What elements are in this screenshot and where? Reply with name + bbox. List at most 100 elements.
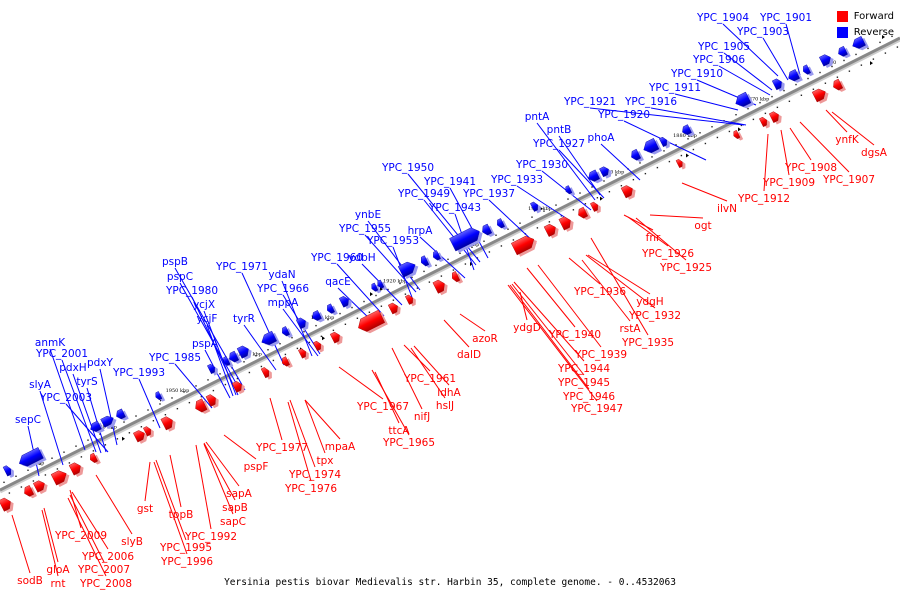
gene-label[interactable]: YPC_1945 (557, 377, 610, 389)
forward-gene[interactable] (355, 309, 388, 337)
gene-label[interactable]: YPC_1960 (310, 252, 363, 264)
forward-gene[interactable] (620, 183, 638, 201)
gene-label[interactable]: sapC (220, 516, 246, 528)
gene-label[interactable]: dalD (457, 349, 481, 361)
gene-label[interactable]: YPC_1935 (621, 337, 674, 349)
gene-label[interactable]: YPC_1937 (462, 188, 515, 200)
reverse-gene[interactable] (207, 362, 220, 376)
reverse-gene[interactable] (2, 464, 16, 479)
reverse-gene[interactable] (680, 124, 695, 139)
reverse-gene[interactable] (370, 282, 382, 295)
gene-label[interactable]: tppB (169, 509, 194, 521)
gene-label[interactable]: YPC_2006 (81, 551, 134, 563)
gene-label[interactable]: tyrR (233, 313, 255, 325)
gene-label[interactable]: YPC_1927 (532, 138, 585, 150)
gene-label[interactable]: YPC_2003 (39, 392, 92, 404)
gene-label[interactable]: YPC_1912 (737, 193, 790, 205)
reverse-gene[interactable] (819, 52, 836, 69)
gene-label[interactable]: nifJ (414, 411, 430, 423)
reverse-gene[interactable] (480, 223, 495, 239)
gene-label[interactable]: YPC_1941 (423, 176, 476, 188)
reverse-gene[interactable] (786, 68, 803, 85)
gene-label[interactable]: YPC_1905 (697, 41, 750, 53)
gene-label[interactable]: qacE (325, 276, 351, 288)
gene-label[interactable]: YPC_1908 (784, 162, 837, 174)
gene-label[interactable]: YPC_1976 (284, 483, 337, 495)
gene-label[interactable]: YPC_1947 (570, 403, 623, 415)
reverse-gene[interactable] (154, 391, 166, 404)
reverse-gene[interactable] (431, 250, 444, 264)
forward-gene[interactable] (432, 277, 450, 296)
gene-label[interactable]: YPC_2007 (77, 564, 130, 576)
gene-label[interactable]: sodB (17, 575, 43, 587)
gene-label[interactable]: pspC (167, 271, 193, 283)
gene-label[interactable]: pdxY (87, 357, 114, 369)
gene-label[interactable]: YPC_1932 (628, 310, 681, 322)
reverse-gene[interactable] (89, 420, 105, 436)
gene-label[interactable]: pntA (525, 111, 550, 123)
gene-label[interactable]: hrpA (408, 225, 434, 237)
reverse-gene[interactable] (530, 200, 543, 214)
forward-gene[interactable] (543, 221, 561, 239)
gene-label[interactable]: YPC_1955 (338, 223, 391, 235)
reverse-gene[interactable] (659, 135, 672, 149)
forward-gene[interactable] (768, 109, 784, 125)
reverse-gene[interactable] (17, 447, 47, 472)
forward-gene[interactable] (193, 398, 211, 417)
gene-label[interactable]: hslJ (436, 400, 454, 412)
forward-gene[interactable] (831, 78, 846, 94)
forward-gene[interactable] (558, 214, 576, 233)
gene-label[interactable]: YPC_1906 (692, 54, 745, 66)
reverse-gene[interactable] (295, 316, 311, 332)
gene-label[interactable]: YPC_2009 (54, 530, 107, 542)
reverse-gene[interactable] (449, 224, 485, 254)
reverse-gene[interactable] (236, 343, 254, 361)
gene-label[interactable]: YPC_1985 (148, 352, 201, 364)
gene-label[interactable]: YPC_1907 (822, 174, 875, 186)
gene-label[interactable]: YPC_1949 (397, 188, 450, 200)
reverse-gene[interactable] (376, 279, 388, 292)
gene-label[interactable]: YPC_1925 (659, 262, 712, 274)
reverse-gene[interactable] (280, 325, 293, 339)
reverse-gene[interactable] (310, 309, 325, 324)
forward-gene[interactable] (160, 414, 178, 433)
gene-label[interactable]: YPC_1930 (515, 159, 568, 171)
forward-gene[interactable] (313, 339, 326, 353)
forward-gene[interactable] (298, 347, 311, 361)
reverse-gene[interactable] (641, 137, 663, 158)
gene-label[interactable]: rstA (619, 323, 641, 335)
gene-label[interactable]: YPC_1953 (366, 235, 419, 247)
reverse-gene[interactable] (114, 408, 129, 423)
gene-label[interactable]: sepC (15, 414, 41, 426)
gene-label[interactable]: tyrS (76, 376, 98, 388)
gene-label[interactable]: dgsA (861, 147, 888, 159)
gene-label[interactable]: ynfK (835, 134, 860, 146)
gene-label[interactable]: YPC_1950 (381, 162, 434, 174)
forward-gene[interactable] (133, 428, 150, 445)
forward-gene[interactable] (329, 330, 345, 346)
gene-label[interactable]: YPC_1977 (255, 442, 308, 454)
reverse-gene[interactable] (397, 258, 421, 280)
gene-label[interactable]: pspB (162, 256, 188, 268)
reverse-gene[interactable] (100, 413, 119, 430)
gene-label[interactable]: YPC_1966 (256, 283, 309, 295)
gene-label[interactable]: phoA (588, 132, 616, 144)
gene-label[interactable]: fnr (646, 232, 661, 244)
forward-gene[interactable] (88, 452, 101, 466)
gene-label[interactable]: slyA (29, 379, 52, 391)
forward-gene[interactable] (143, 425, 156, 439)
forward-gene[interactable] (759, 115, 772, 129)
gene-label[interactable]: ynbE (355, 209, 381, 221)
reverse-gene[interactable] (495, 218, 508, 232)
gene-label[interactable]: anmK (35, 337, 66, 349)
reverse-gene[interactable] (629, 148, 644, 164)
gene-label[interactable]: gst (137, 503, 153, 515)
gene-label[interactable]: YPC_1921 (563, 96, 616, 108)
gene-label[interactable]: YPC_1920 (597, 109, 650, 121)
reverse-gene[interactable] (325, 303, 338, 317)
gene-label[interactable]: ogt (694, 220, 711, 232)
reverse-gene[interactable] (259, 330, 280, 350)
gene-label[interactable]: YPC_1909 (762, 177, 815, 189)
gene-label[interactable]: YPC_1965 (382, 437, 435, 449)
forward-gene[interactable] (510, 233, 540, 258)
